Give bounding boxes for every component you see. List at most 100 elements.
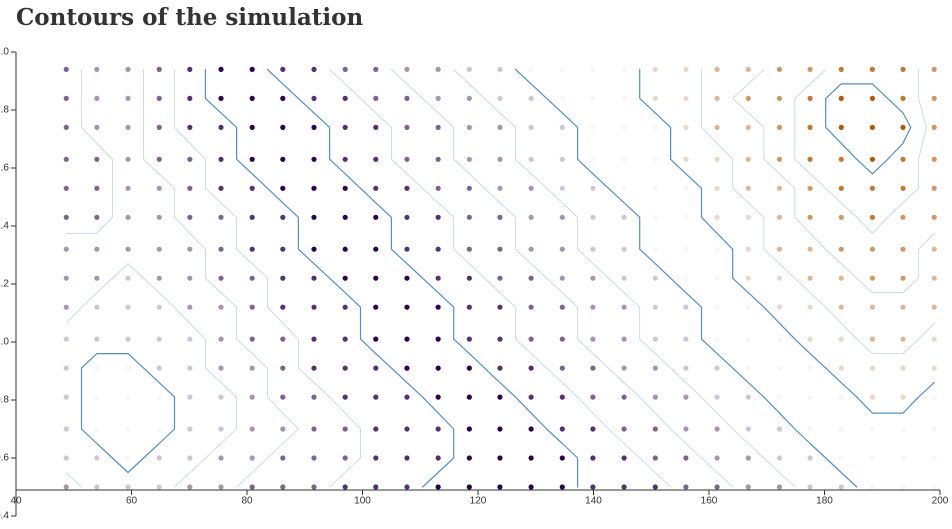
grid-point	[156, 156, 162, 162]
grid-point	[373, 365, 379, 371]
grid-point	[838, 95, 844, 101]
grid-point	[621, 95, 627, 101]
grid-point	[156, 246, 162, 252]
grid-point	[900, 185, 906, 191]
grid-point	[559, 275, 565, 281]
grid-point	[125, 214, 131, 220]
grid-point	[838, 66, 844, 72]
grid-point	[342, 95, 348, 101]
grid-point	[435, 124, 441, 130]
grid-point	[404, 246, 410, 252]
grid-point	[528, 336, 534, 342]
grid-point	[187, 246, 193, 252]
grid-point	[342, 304, 348, 310]
grid-point	[745, 214, 751, 220]
grid-point	[311, 95, 317, 101]
grid-point	[528, 156, 534, 162]
grid-point	[497, 156, 503, 162]
grid-point	[404, 365, 410, 371]
grid-point	[621, 455, 627, 461]
contour-line	[732, 69, 935, 294]
grid-point	[869, 156, 876, 162]
y-tick-label: 1.2	[0, 279, 9, 290]
grid-point	[683, 484, 689, 490]
grid-point	[931, 275, 937, 281]
grid-point	[218, 275, 224, 281]
grid-point	[497, 214, 503, 220]
grid-point	[931, 156, 937, 162]
grid-point	[342, 336, 348, 342]
grid-point	[373, 214, 379, 220]
grid-point	[590, 214, 596, 220]
grid-point	[249, 214, 255, 220]
grid-point	[373, 156, 379, 162]
x-tick-label: 40	[10, 496, 22, 507]
grid-point	[621, 365, 627, 371]
grid-point	[280, 214, 286, 220]
grid-point	[807, 484, 813, 490]
grid-point	[63, 484, 69, 490]
grid-point	[125, 246, 131, 252]
grid-point	[218, 455, 224, 461]
y-tick-label: 0.6	[0, 453, 9, 464]
grid-point	[94, 246, 100, 252]
grid-point	[63, 426, 69, 432]
grid-point	[931, 455, 937, 461]
grid-point	[590, 484, 596, 490]
grid-point	[714, 214, 720, 220]
grid-point	[435, 185, 441, 191]
grid-point	[683, 95, 689, 101]
grid-point	[869, 455, 876, 461]
grid-point	[187, 365, 193, 371]
grid-point	[63, 304, 69, 310]
y-tick-label: 1.6	[0, 163, 9, 174]
grid-point	[931, 95, 937, 101]
y-tick-label: 1.4	[0, 221, 9, 232]
grid-point	[931, 336, 937, 342]
grid-point	[218, 394, 224, 400]
grid-point	[125, 124, 131, 130]
grid-point	[342, 365, 348, 371]
grid-point	[900, 124, 906, 130]
grid-point	[838, 246, 844, 252]
grid-point	[590, 275, 596, 281]
grid-point	[497, 95, 503, 101]
grid-point	[559, 66, 565, 72]
grid-point	[497, 484, 503, 490]
grid-point	[187, 95, 193, 101]
grid-point	[900, 426, 906, 432]
grid-point	[776, 336, 783, 342]
grid-point	[156, 124, 162, 130]
grid-point	[249, 185, 255, 191]
grid-point	[931, 484, 937, 490]
grid-point	[218, 336, 224, 342]
grid-point	[559, 185, 565, 191]
grid-point	[311, 214, 317, 220]
grid-point	[435, 455, 441, 461]
grid-point	[249, 66, 255, 72]
grid-point	[404, 484, 410, 490]
grid-point	[838, 156, 844, 162]
grid-point	[125, 484, 131, 490]
grid-point	[63, 246, 69, 252]
grid-point	[311, 156, 317, 162]
grid-point	[187, 426, 193, 432]
grid-point	[528, 304, 534, 310]
grid-point	[683, 124, 689, 130]
grid-point	[714, 426, 720, 432]
grid-point	[466, 95, 472, 101]
grid-point	[869, 95, 876, 101]
grid-point	[187, 185, 193, 191]
grid-point	[466, 455, 472, 461]
grid-point	[683, 304, 689, 310]
contour-line	[639, 68, 935, 414]
grid-point	[621, 336, 627, 342]
grid-point	[931, 246, 937, 252]
grid-point	[94, 275, 100, 281]
grid-point	[373, 336, 379, 342]
grid-point	[745, 484, 751, 490]
grid-point	[559, 394, 565, 400]
grid-point	[466, 185, 472, 191]
grid-point	[125, 304, 131, 310]
grid-point	[745, 275, 751, 281]
